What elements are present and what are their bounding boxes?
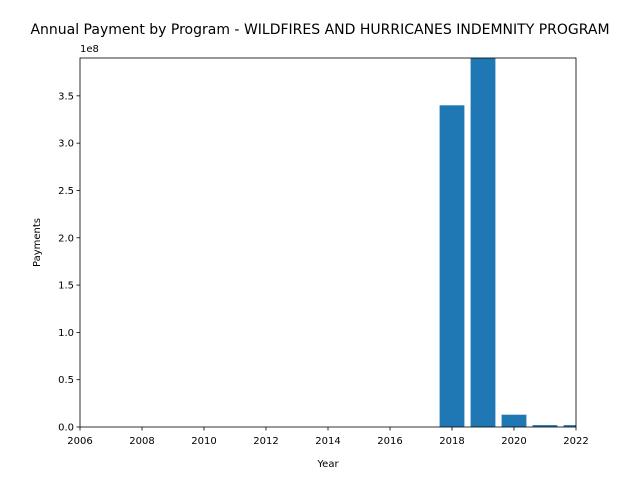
y-tick-label: 3.0: [58, 139, 74, 150]
x-tick-label: 2010: [191, 436, 216, 447]
bar-2020: [501, 414, 527, 427]
y-tick-label: 0.0: [58, 423, 74, 434]
bars-group: [439, 58, 576, 427]
x-tick-label: 2012: [253, 436, 278, 447]
bar-2021: [532, 425, 558, 427]
bar-2022: [563, 425, 576, 427]
y-tick-label: 1.5: [58, 281, 74, 292]
y-axis-ticks: 0.0 0.5 1.0 1.5 2.0 2.5 3.0 3.5: [58, 91, 80, 434]
y-axis-label: Payments: [32, 218, 43, 267]
x-tick-label: 2014: [315, 436, 340, 447]
x-tick-label: 2018: [439, 436, 464, 447]
x-axis-label: Year: [316, 459, 339, 470]
y-tick-label: 2.5: [58, 186, 74, 197]
y-tick-label: 1.0: [58, 328, 74, 339]
chart-title: Annual Payment by Program - WILDFIRES AN…: [30, 22, 609, 38]
x-tick-label: 2020: [501, 436, 526, 447]
bar-2018: [439, 105, 465, 427]
x-axis-ticks: 2006 2008 2010 2012 2014 2016 2018 2020 2022: [67, 427, 589, 447]
y-tick-label: 3.5: [58, 91, 74, 102]
bar-2019: [470, 58, 496, 427]
plot-frame: [79, 57, 577, 428]
y-tick-label: 0.5: [58, 375, 74, 386]
x-tick-label: 2008: [129, 436, 154, 447]
x-tick-label: 2022: [563, 436, 588, 447]
y-tick-label: 2.0: [58, 233, 74, 244]
y-axis-offset-label: 1e8: [80, 44, 99, 55]
x-tick-label: 2016: [377, 436, 402, 447]
x-tick-label: 2006: [67, 436, 92, 447]
